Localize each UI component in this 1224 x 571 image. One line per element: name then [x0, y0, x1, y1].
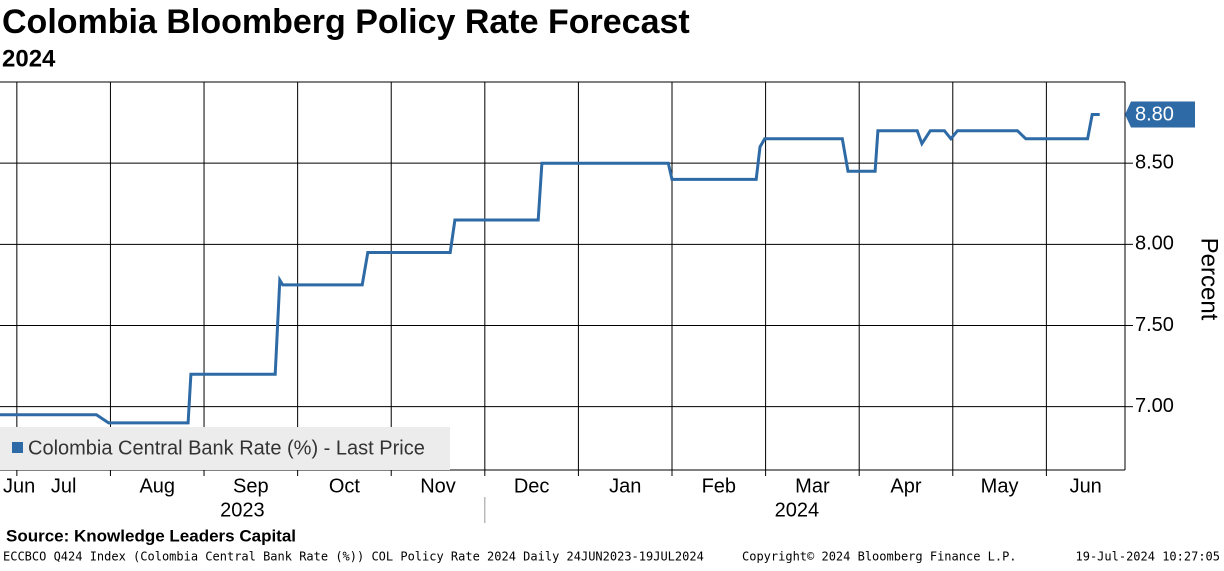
legend-swatch: [12, 442, 23, 453]
last-price-label: 8.80: [1135, 104, 1174, 126]
y-tick-label: 8.00: [1135, 233, 1174, 255]
last-price-tag: [1125, 101, 1195, 128]
x-tick-label: Nov: [420, 475, 456, 497]
legend-box: [0, 427, 450, 470]
footer-left: ECCBCO Q424 Index (Colombia Central Bank…: [3, 550, 704, 564]
year-label: 2024: [775, 499, 820, 521]
legend-label: Colombia Central Bank Rate (%) - Last Pr…: [28, 437, 425, 459]
x-tick-label: Jun: [1070, 475, 1102, 497]
x-tick-label: Feb: [702, 475, 736, 497]
x-tick-label: Sep: [233, 475, 269, 497]
x-tick-label: May: [981, 475, 1019, 497]
footer-center: Copyright© 2024 Bloomberg Finance L.P.: [742, 550, 1017, 564]
footer-right: 19-Jul-2024 10:27:05: [1076, 550, 1221, 564]
series-line: [0, 113, 1100, 425]
y-tick-label: 7.00: [1135, 395, 1174, 417]
y-axis-label: Percent: [1196, 238, 1223, 321]
y-tick-label: 7.50: [1135, 314, 1174, 336]
chart-subtitle: 2024: [2, 45, 56, 72]
x-tick-label: Aug: [139, 475, 175, 497]
year-label: 2023: [220, 499, 265, 521]
chart-title: Colombia Bloomberg Policy Rate Forecast: [2, 3, 690, 41]
y-tick-label: 8.50: [1135, 151, 1174, 173]
x-tick-label: Oct: [329, 475, 361, 497]
x-tick-label: Dec: [514, 475, 550, 497]
x-tick-label: Mar: [795, 475, 830, 497]
x-tick-label: Jun: [3, 475, 35, 497]
x-tick-label: Jul: [51, 475, 77, 497]
x-tick-label: Apr: [890, 475, 921, 497]
x-tick-label: Jan: [609, 475, 641, 497]
source: Source: Knowledge Leaders Capital: [6, 526, 296, 545]
